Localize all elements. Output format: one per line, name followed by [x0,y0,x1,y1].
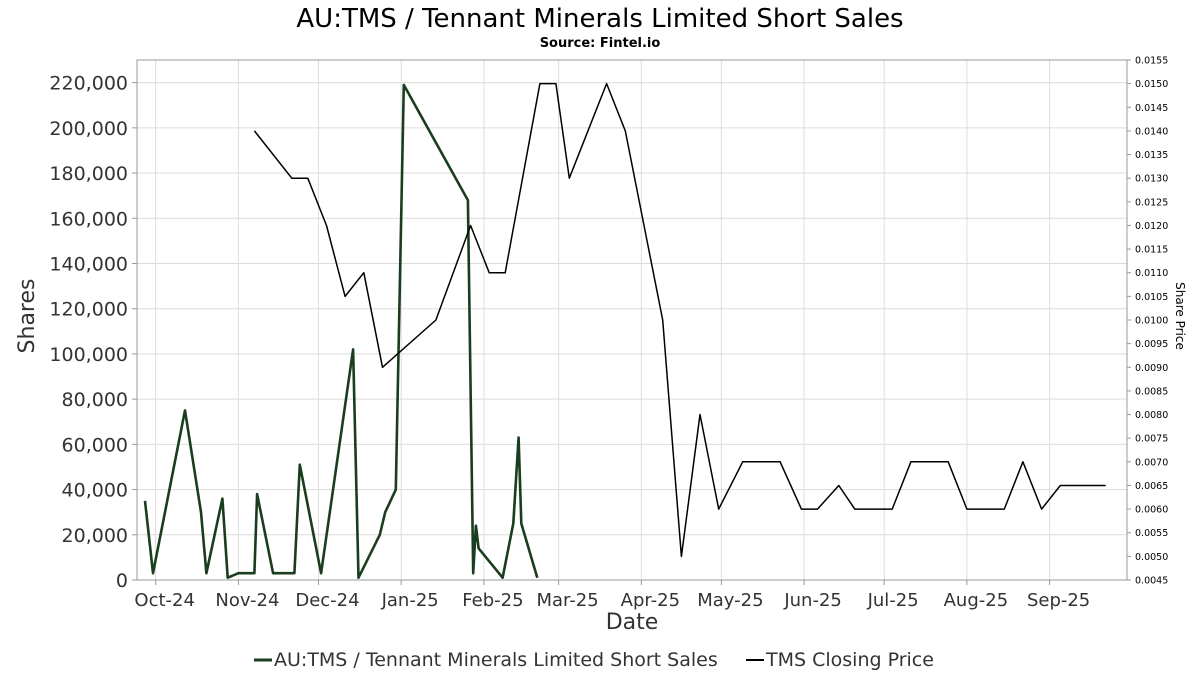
y-right-tick-label: 0.0130 [1135,174,1168,185]
x-tick-label: Feb-25 [462,590,523,611]
left-axis-ticks: 0 20,000 40,000 60,000 80,000 100,000 120,000 1… [49,73,137,592]
y-right-tick-label: 0.0155 [1135,56,1168,67]
y-tick-label: 220,000 [49,73,128,95]
y-right-tick-label: 0.0085 [1135,386,1168,397]
x-tick-label: Jan-25 [381,590,439,611]
y-tick-label: 160,000 [49,208,128,230]
right-axis-ticks: 0.0045 0.0050 0.0055 0.0060 0.0065 0.0070 0.00… [1127,56,1168,587]
plot-area-border [136,59,1128,581]
y-right-tick-label: 0.0070 [1135,457,1168,468]
y-axis-title: Shares [15,279,40,354]
y-right-tick-label: 0.0045 [1135,576,1168,587]
short-sales-line [143,83,539,580]
y-right-tick-label: 0.0115 [1135,245,1168,256]
y-right-tick-label: 0.0150 [1135,79,1168,90]
y-right-tick-label: 0.0135 [1135,150,1168,161]
closing-price-line [253,82,1106,558]
y-right-tick-label: 0.0075 [1135,434,1168,445]
y-right-tick-label: 0.0120 [1135,221,1168,232]
y-right-tick-label: 0.0095 [1135,339,1168,350]
y-right-tick-label: 0.0145 [1135,103,1168,114]
y-tick-label: 80,000 [62,389,128,411]
x-axis-title: Date [606,610,659,635]
y-right-axis-title: Share Price [1173,282,1187,350]
x-tick-label: Aug-25 [944,590,1009,611]
y-right-tick-label: 0.0090 [1135,363,1168,374]
y-right-tick-label: 0.0060 [1135,505,1168,516]
y-right-tick-label: 0.0110 [1135,268,1168,279]
x-tick-label: Nov-24 [215,590,279,611]
y-tick-label: 20,000 [62,525,128,547]
legend-label-short-sales: AU:TMS / Tennant Minerals Limited Short … [274,649,718,671]
y-right-tick-label: 0.0080 [1135,410,1168,421]
y-tick-label: 180,000 [49,163,128,185]
chart-subtitle: Source: Fintel.io [540,36,661,51]
x-axis-ticks: Oct-24 Nov-24 Dec-24 Jan-25 Feb-25 Mar-25 Apr-… [134,580,1090,611]
x-tick-label: Dec-24 [295,590,359,611]
x-tick-label: Apr-25 [621,590,680,611]
y-right-tick-label: 0.0055 [1135,528,1168,539]
x-tick-label: Jul-25 [867,590,919,611]
grid-lines [137,60,1127,580]
x-tick-label: Oct-24 [134,590,195,611]
y-tick-label: 200,000 [49,118,128,140]
y-tick-label: 0 [116,570,128,592]
series-lines [143,82,1106,580]
chart-title: AU:TMS / Tennant Minerals Limited Short … [296,4,903,34]
legend: AU:TMS / Tennant Minerals Limited Short … [254,649,934,671]
x-tick-label: Sep-25 [1027,590,1090,611]
y-tick-label: 120,000 [49,299,128,321]
y-right-tick-label: 0.0100 [1135,316,1168,327]
y-right-tick-label: 0.0125 [1135,197,1168,208]
x-tick-label: May-25 [697,590,763,611]
x-tick-label: Mar-25 [537,590,599,611]
y-right-tick-label: 0.0050 [1135,552,1168,563]
y-tick-label: 40,000 [62,480,128,502]
y-tick-label: 60,000 [62,434,128,456]
y-right-tick-label: 0.0140 [1135,126,1168,137]
y-right-tick-label: 0.0065 [1135,481,1168,492]
y-tick-label: 100,000 [49,344,128,366]
y-tick-label: 140,000 [49,253,128,275]
y-right-tick-label: 0.0105 [1135,292,1168,303]
legend-label-closing-price: TMS Closing Price [765,649,934,671]
x-tick-label: Jun-25 [783,590,842,611]
